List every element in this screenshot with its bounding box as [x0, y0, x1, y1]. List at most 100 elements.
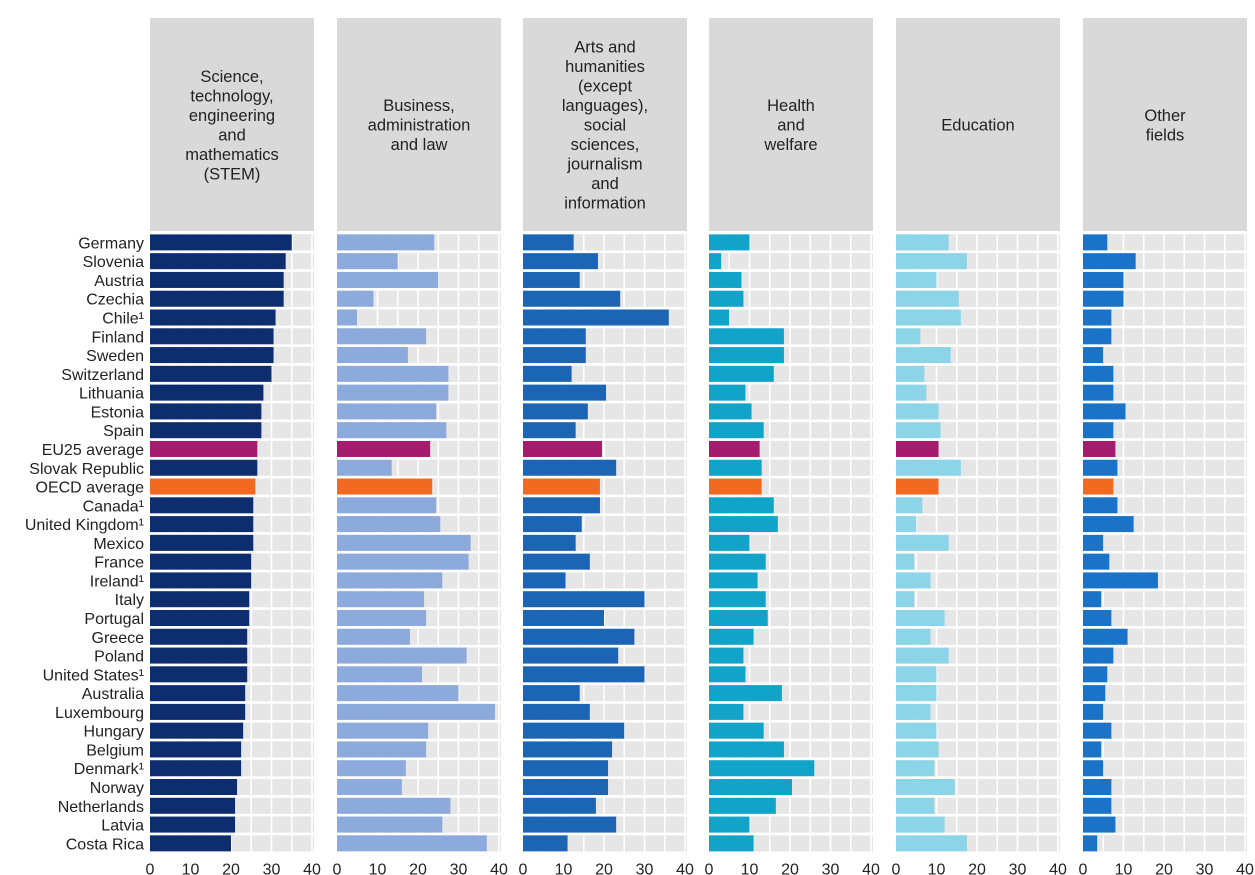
bar	[150, 459, 258, 476]
bar	[150, 271, 284, 288]
bar	[1083, 666, 1108, 683]
category-label: Estonia	[91, 404, 144, 421]
category-label: EU25 average	[42, 442, 144, 459]
bar	[150, 516, 254, 533]
bar	[150, 666, 248, 683]
bar	[709, 609, 768, 626]
category-label: Slovenia	[83, 254, 144, 271]
category-label: Finland	[92, 329, 144, 346]
bar	[1083, 609, 1112, 626]
panel-header	[1083, 18, 1247, 231]
bar	[1083, 647, 1114, 664]
panel-header	[896, 18, 1060, 231]
bar	[1083, 722, 1112, 739]
bar	[709, 666, 746, 683]
category-label: Costa Rica	[66, 836, 144, 853]
bar	[709, 835, 754, 852]
bar	[523, 253, 598, 270]
x-tick-label: 0	[1079, 862, 1088, 875]
bar	[150, 647, 248, 664]
bar	[709, 422, 764, 439]
bar	[337, 384, 449, 401]
category-label: Spain	[103, 423, 144, 440]
bar	[150, 779, 238, 796]
bar	[709, 234, 750, 251]
bar	[709, 290, 744, 307]
bar	[523, 722, 625, 739]
bar	[337, 253, 398, 270]
bar	[896, 647, 949, 664]
bar	[337, 459, 392, 476]
x-tick-label: 0	[146, 862, 155, 875]
bar	[337, 328, 427, 345]
category-label: Netherlands	[58, 799, 144, 816]
bar	[1083, 253, 1136, 270]
bar	[1083, 478, 1114, 495]
bar	[709, 328, 784, 345]
bar	[150, 572, 252, 589]
bar	[150, 553, 252, 570]
category-label: Chile¹	[102, 311, 144, 328]
bar	[896, 628, 931, 645]
bar	[150, 290, 284, 307]
bar	[896, 271, 937, 288]
bar	[709, 741, 784, 758]
bar	[709, 516, 778, 533]
bar	[150, 384, 264, 401]
x-tick-label: 20	[781, 862, 799, 875]
bar	[523, 347, 586, 364]
bar	[337, 722, 429, 739]
bar	[150, 685, 246, 702]
bar	[709, 497, 774, 514]
category-label: United States¹	[43, 667, 144, 684]
panel-title: Arts and humanities (except languages), soci…	[562, 39, 648, 213]
panel-3: Arts and humanities (except languages), soci…	[519, 18, 694, 875]
bar	[896, 309, 961, 326]
panel-1: Science, technology, engineering and mathema…	[146, 18, 321, 875]
bar	[523, 328, 586, 345]
bar	[523, 516, 582, 533]
bar	[1083, 309, 1112, 326]
bar	[337, 609, 427, 626]
x-tick-label: 20	[968, 862, 986, 875]
bar	[523, 403, 588, 420]
bar	[337, 816, 443, 833]
bar	[1083, 384, 1114, 401]
bar	[150, 253, 286, 270]
panel-title: Science, technology, engineering and mathema…	[185, 68, 279, 184]
panel-5: Education 0 10 20 30 40	[892, 18, 1067, 875]
bar	[709, 797, 776, 814]
category-label: Czechia	[86, 292, 144, 309]
bar	[896, 234, 949, 251]
category-label: Australia	[82, 686, 144, 703]
bar	[337, 760, 406, 777]
bar	[523, 628, 635, 645]
bar	[709, 760, 815, 777]
bar	[337, 347, 408, 364]
bar	[896, 591, 915, 608]
bar	[1083, 779, 1112, 796]
bar	[896, 440, 939, 457]
bar	[150, 328, 274, 345]
bar	[523, 497, 600, 514]
category-label: Poland	[94, 649, 144, 666]
bar	[709, 478, 762, 495]
bar	[337, 703, 495, 720]
bar	[1083, 591, 1102, 608]
bar	[709, 553, 766, 570]
bar	[150, 591, 250, 608]
bar	[709, 384, 746, 401]
bar	[896, 609, 945, 626]
bar	[1083, 797, 1112, 814]
bar	[896, 253, 967, 270]
panel-6: Other fields 0 10 20 30 40	[1079, 18, 1254, 875]
category-label: OECD average	[36, 480, 145, 497]
bar	[337, 440, 431, 457]
bar	[896, 685, 937, 702]
bar	[523, 666, 645, 683]
x-tick-label: 10	[555, 862, 573, 875]
x-tick-label: 20	[595, 862, 613, 875]
bar	[896, 478, 939, 495]
bar	[523, 478, 600, 495]
x-tick-label: 0	[705, 862, 714, 875]
